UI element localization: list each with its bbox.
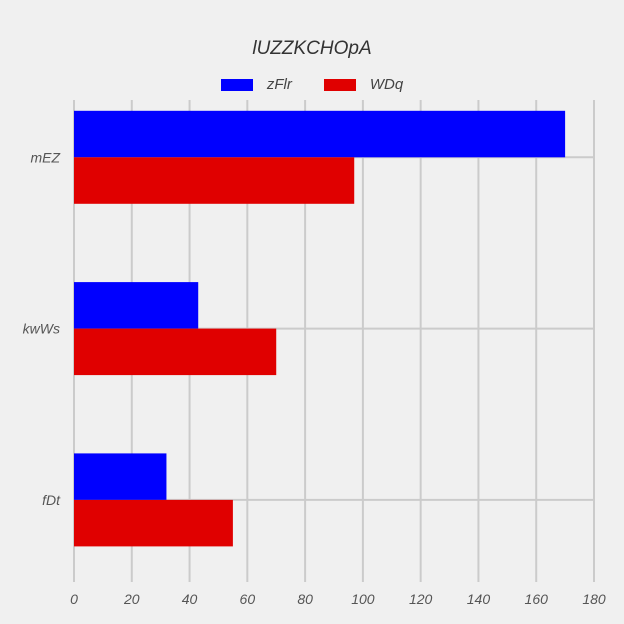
x-tick-label: 20	[123, 591, 140, 607]
x-tick-label: 140	[467, 591, 491, 607]
x-tick-label: 180	[582, 591, 606, 607]
legend-label-series-2: WDq	[369, 76, 404, 93]
y-tick-label: mEZ	[30, 149, 60, 165]
x-tick-label: 120	[409, 591, 433, 607]
x-tick-label: 0	[70, 591, 78, 607]
legend-swatch-series-2	[323, 78, 356, 91]
bar-WDq-kwWs	[74, 328, 277, 376]
x-tick-label: 80	[297, 591, 313, 607]
bar-WDq-mEZ	[74, 157, 355, 204]
x-tick-label: 60	[240, 591, 256, 607]
bar-zFlr-mEZ	[74, 110, 566, 158]
y-tick-label: kwWs	[23, 321, 60, 337]
legend-item-series-2: WDq	[323, 76, 404, 93]
legend-item-series-1: zFlr	[220, 76, 292, 93]
legend-label-series-1: zFlr	[266, 76, 292, 93]
bar-WDq-fDt	[74, 499, 233, 547]
chart-title: lUZZKCHOpA	[252, 38, 372, 59]
legend-swatch-series-1	[220, 78, 253, 91]
bar-zFlr-fDt	[74, 453, 167, 500]
y-tick-label: fDt	[42, 492, 61, 508]
x-tick-label: 100	[351, 591, 375, 607]
bar-zFlr-kwWs	[74, 282, 199, 329]
legend: zFlr WDq	[0, 76, 624, 93]
x-tick-label: 40	[182, 591, 198, 607]
x-tick-label: 160	[525, 591, 549, 607]
